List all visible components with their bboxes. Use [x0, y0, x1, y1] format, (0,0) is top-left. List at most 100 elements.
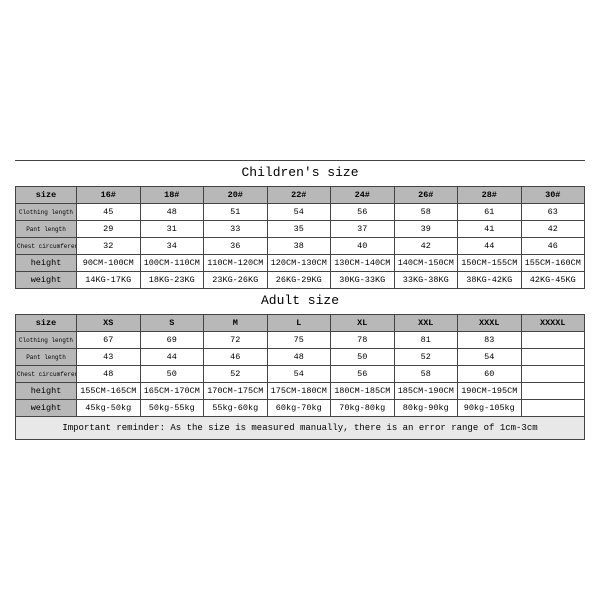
row-label: Clothing length: [16, 332, 77, 349]
table-row: Clothing length 45 48 51 54 56 58 61 63: [16, 204, 585, 221]
cell: 48: [77, 366, 141, 383]
col-header: XS: [77, 315, 141, 332]
cell: 18KG-23KG: [140, 272, 204, 289]
cell: 61: [458, 204, 522, 221]
cell: 72: [204, 332, 268, 349]
row-label: height: [16, 383, 77, 400]
col-header: 28#: [458, 187, 522, 204]
children-title: Children's size: [15, 160, 585, 186]
cell: 46: [521, 238, 585, 255]
cell: 50: [331, 349, 395, 366]
cell: 46: [204, 349, 268, 366]
cell: 42KG-45KG: [521, 272, 585, 289]
row-label: size: [16, 315, 77, 332]
cell: [521, 366, 585, 383]
cell: [521, 400, 585, 417]
cell: 33: [204, 221, 268, 238]
table-row: Chest circumference 1/2 32 34 36 38 40 4…: [16, 238, 585, 255]
col-header: S: [140, 315, 204, 332]
cell: 81: [394, 332, 458, 349]
cell: 150CM-155CM: [458, 255, 522, 272]
children-table: size 16# 18# 20# 22# 24# 26# 28# 30# Clo…: [15, 186, 585, 289]
row-label: size: [16, 187, 77, 204]
cell: 165CM-170CM: [140, 383, 204, 400]
cell: 42: [394, 238, 458, 255]
cell: 110CM-120CM: [204, 255, 268, 272]
row-label: Chest circumference 1/2: [16, 366, 77, 383]
cell: 190CM-195CM: [458, 383, 522, 400]
cell: [521, 383, 585, 400]
cell: [521, 349, 585, 366]
cell: 52: [204, 366, 268, 383]
cell: 55kg-60kg: [204, 400, 268, 417]
cell: 155CM-165CM: [77, 383, 141, 400]
cell: 60kg-70kg: [267, 400, 331, 417]
table-row: weight 45kg-50kg 50kg-55kg 55kg-60kg 60k…: [16, 400, 585, 417]
col-header: M: [204, 315, 268, 332]
row-label: Pant length: [16, 221, 77, 238]
cell: 67: [77, 332, 141, 349]
table-row: Pant length 29 31 33 35 37 39 41 42: [16, 221, 585, 238]
cell: 78: [331, 332, 395, 349]
cell: 44: [140, 349, 204, 366]
cell: 54: [267, 366, 331, 383]
cell: 75: [267, 332, 331, 349]
row-label: Clothing length: [16, 204, 77, 221]
cell: 30KG-33KG: [331, 272, 395, 289]
cell: 50kg-55kg: [140, 400, 204, 417]
row-label: Pant length: [16, 349, 77, 366]
col-header: 22#: [267, 187, 331, 204]
cell: 58: [394, 366, 458, 383]
cell: 70kg-80kg: [331, 400, 395, 417]
cell: 83: [458, 332, 522, 349]
cell: 35: [267, 221, 331, 238]
cell: 52: [394, 349, 458, 366]
col-header: XXL: [394, 315, 458, 332]
cell: 90CM-100CM: [77, 255, 141, 272]
cell: 26KG-29KG: [267, 272, 331, 289]
cell: 54: [458, 349, 522, 366]
table-row: size XS S M L XL XXL XXXL XXXXL: [16, 315, 585, 332]
cell: 80kg-90kg: [394, 400, 458, 417]
cell: 51: [204, 204, 268, 221]
table-row: height 90CM-100CM 100CM-110CM 110CM-120C…: [16, 255, 585, 272]
cell: 48: [140, 204, 204, 221]
table-row: weight 14KG-17KG 18KG-23KG 23KG-26KG 26K…: [16, 272, 585, 289]
cell: 45: [77, 204, 141, 221]
cell: 45kg-50kg: [77, 400, 141, 417]
cell: 38: [267, 238, 331, 255]
cell: 60: [458, 366, 522, 383]
cell: 185CM-190CM: [394, 383, 458, 400]
table-row: Clothing length 67 69 72 75 78 81 83: [16, 332, 585, 349]
adult-table: size XS S M L XL XXL XXXL XXXXL Clothing…: [15, 314, 585, 417]
col-header: XL: [331, 315, 395, 332]
cell: 58: [394, 204, 458, 221]
row-label: Chest circumference 1/2: [16, 238, 77, 255]
cell: 63: [521, 204, 585, 221]
cell: 120CM-130CM: [267, 255, 331, 272]
col-header: 16#: [77, 187, 141, 204]
table-row: Chest circumference 1/2 48 50 52 54 56 5…: [16, 366, 585, 383]
col-header: L: [267, 315, 331, 332]
cell: 37: [331, 221, 395, 238]
cell: 170CM-175CM: [204, 383, 268, 400]
cell: 69: [140, 332, 204, 349]
cell: 140CM-150CM: [394, 255, 458, 272]
size-chart-container: Children's size size 16# 18# 20# 22# 24#…: [15, 160, 585, 440]
cell: 50: [140, 366, 204, 383]
cell: 56: [331, 204, 395, 221]
reminder-note: Important reminder: As the size is measu…: [15, 417, 585, 440]
cell: 42: [521, 221, 585, 238]
cell: 36: [204, 238, 268, 255]
table-row: Pant length 43 44 46 48 50 52 54: [16, 349, 585, 366]
col-header: 20#: [204, 187, 268, 204]
cell: 43: [77, 349, 141, 366]
cell: 48: [267, 349, 331, 366]
col-header: 24#: [331, 187, 395, 204]
cell: 39: [394, 221, 458, 238]
cell: 175CM-180CM: [267, 383, 331, 400]
col-header: 30#: [521, 187, 585, 204]
row-label: weight: [16, 272, 77, 289]
row-label: height: [16, 255, 77, 272]
table-row: size 16# 18# 20# 22# 24# 26# 28# 30#: [16, 187, 585, 204]
